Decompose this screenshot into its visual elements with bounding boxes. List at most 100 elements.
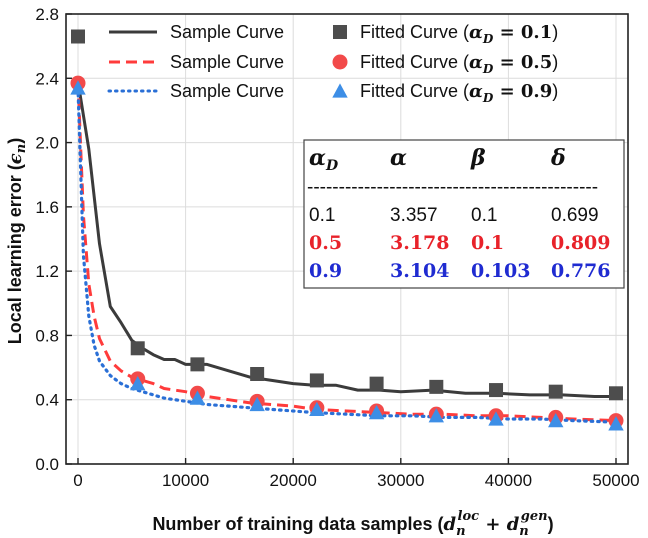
series-marker: [608, 416, 624, 431]
series-marker: [368, 404, 385, 420]
x-axis-label-math: d: [444, 514, 457, 535]
series-marker: [428, 408, 445, 423]
table-header-cell: α: [390, 145, 407, 171]
table-cell: 0.9: [309, 260, 342, 282]
legend-label-sub: D: [482, 32, 494, 46]
y-axis-label-sub: n: [14, 144, 29, 153]
x-tick-label: 10000: [162, 471, 209, 490]
legend-marker-swatch: [332, 83, 348, 98]
x-tick-label: 20000: [270, 471, 317, 490]
table-cell: 0.1: [471, 205, 497, 226]
legend-label-text: Fitted Curve (: [360, 52, 469, 72]
y-axis-label-math: ϵ: [5, 153, 26, 164]
y-tick-label: 2.0: [35, 134, 59, 153]
x-axis-label-text: Number of training data samples (: [152, 514, 443, 534]
y-axis-label-text: Local learning error (: [5, 164, 25, 344]
series-marker: [488, 411, 504, 426]
x-tick-label: 40000: [485, 471, 532, 490]
table-header-text: α: [309, 145, 326, 171]
x-axis-label-sub: n: [519, 524, 528, 538]
x-tick-label: 0: [73, 471, 82, 490]
table-separator: ----------------------------------------…: [307, 177, 598, 198]
legend-label-text: Sample Curve: [170, 81, 284, 101]
legend-label: Fitted Curve (αD = 0.5): [360, 52, 558, 76]
plot-frame: [65, 13, 629, 465]
x-axis-label-sub: n: [456, 524, 465, 538]
series-marker: [609, 386, 623, 401]
legend-label-sub: D: [482, 91, 494, 105]
series-group: [70, 29, 624, 431]
legend-marker-swatch: [332, 54, 348, 70]
x-axis-label-math: d: [507, 514, 520, 535]
y-axis-label: Local learning error (ϵn): [5, 138, 29, 344]
legend-label-value: = 0.5: [493, 52, 552, 73]
legend-label: Sample Curve: [170, 81, 284, 101]
table-header-sub: D: [325, 158, 339, 174]
y-axis-label-text: ): [5, 138, 25, 144]
series-marker: [190, 357, 205, 372]
series-marker: [130, 341, 145, 356]
legend-label-math: α: [469, 52, 483, 73]
x-axis-label-plus: +: [479, 514, 507, 535]
legend-label: Sample Curve: [170, 22, 284, 42]
x-axis-label-sup: loc: [458, 509, 480, 524]
series-marker: [548, 412, 564, 428]
legend-label-text: Sample Curve: [170, 22, 284, 42]
table-cell: 0.776: [551, 260, 611, 282]
legend-label: Sample Curve: [170, 52, 284, 72]
legend-label-text: Fitted Curve (: [360, 22, 469, 42]
legend-label: Fitted Curve (αD = 0.9): [360, 81, 558, 105]
y-tick-label: 2.4: [35, 69, 59, 88]
table-cell: 0.103: [471, 260, 531, 282]
x-tick-label: 50000: [592, 471, 639, 490]
series-marker: [249, 396, 265, 412]
series-marker: [130, 375, 146, 391]
table-cell: 0.699: [551, 205, 599, 226]
table-cell: 0.1: [471, 232, 504, 254]
y-tick-label: 0.4: [35, 391, 59, 410]
series-line: [76, 81, 617, 423]
legend: Sample Curve Fitted Curve (αD = 0.1)Sampl…: [107, 22, 558, 105]
series-marker: [189, 390, 206, 405]
x-axis-label-text: ): [548, 514, 554, 534]
table-header-cell: β: [470, 145, 486, 171]
x-axis-label-sup: gen: [521, 509, 548, 524]
series-line: [76, 86, 618, 424]
legend-label-math: α: [469, 81, 483, 102]
series-marker: [71, 29, 85, 44]
legend-marker-swatch: [333, 25, 347, 39]
y-tick-label: 0.0: [35, 455, 59, 474]
table-cell: 3.357: [390, 205, 438, 226]
legend-label-math: α: [469, 22, 483, 43]
series-marker: [429, 379, 444, 394]
y-tick-label: 1.2: [35, 262, 59, 281]
legend-label-text: Fitted Curve (: [360, 81, 469, 101]
table-cell: 3.104: [390, 260, 450, 282]
y-tick-label: 2.8: [35, 5, 59, 24]
table-cell: 0.1: [309, 205, 335, 226]
legend-label-value: = 0.9: [493, 81, 552, 102]
legend-label-value: = 0.1: [493, 22, 552, 43]
series-marker: [369, 376, 384, 391]
x-axis-label: Number of training data samples (dnloc +…: [152, 509, 553, 538]
y-tick-label: 1.6: [35, 198, 59, 217]
table-cell: 3.178: [390, 232, 450, 254]
params-table: αD α β δ-----------------------------------…: [303, 139, 625, 289]
series-marker: [309, 373, 324, 388]
legend-label-text: Sample Curve: [170, 52, 284, 72]
axis-ticks: 0 10000 20000 30000 40000 50000 0.0 0.4 0.8 1.2 1.…: [35, 5, 639, 490]
params-table-box: [303, 139, 625, 289]
series-marker: [548, 384, 563, 399]
x-tick-label: 30000: [377, 471, 424, 490]
series-marker: [70, 80, 86, 95]
legend-label-text: ): [552, 52, 558, 72]
legend-label: Fitted Curve (αD = 0.1): [360, 22, 558, 46]
legend-label-sub: D: [482, 62, 494, 76]
series-marker: [250, 367, 265, 381]
legend-label-text: ): [552, 81, 558, 101]
table-header-cell: δ: [550, 145, 566, 171]
series-marker: [309, 401, 325, 417]
legend-label-text: ): [552, 22, 558, 42]
y-tick-label: 0.8: [35, 326, 59, 345]
